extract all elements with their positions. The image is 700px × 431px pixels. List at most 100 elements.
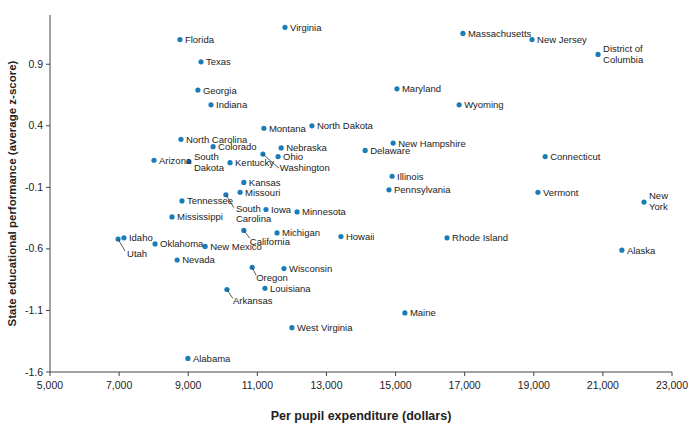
point xyxy=(179,198,184,203)
point xyxy=(641,200,646,205)
point xyxy=(151,158,156,163)
point-label: Rhode Island xyxy=(452,232,508,243)
point xyxy=(211,144,216,149)
leader-line xyxy=(118,239,125,251)
x-tick xyxy=(119,372,120,376)
point xyxy=(175,257,180,262)
point-label: Colorado xyxy=(218,141,257,152)
point xyxy=(178,137,183,142)
x-tick-label: 15,000 xyxy=(379,379,411,391)
point xyxy=(619,248,624,253)
point-label: Alabama xyxy=(193,353,231,364)
point-label: Howaii xyxy=(346,231,375,242)
point xyxy=(444,235,449,240)
point-label: North Dakota xyxy=(317,120,374,131)
y-tick xyxy=(46,310,50,311)
y-tick xyxy=(46,248,50,249)
x-tick-label: 13,000 xyxy=(310,379,342,391)
y-tick xyxy=(46,372,50,373)
point-label: New Jersey xyxy=(537,34,587,45)
x-tick xyxy=(602,372,603,376)
y-tick-label: 0.9 xyxy=(28,58,43,70)
point-label: Pennsylvania xyxy=(394,184,451,195)
point xyxy=(543,154,548,159)
y-axis-title: State educational performance (average z… xyxy=(6,60,18,326)
point-label: Mississippi xyxy=(177,211,223,222)
point xyxy=(195,87,200,92)
point-label: Washington xyxy=(280,162,330,173)
y-tick-label: -1.1 xyxy=(25,304,43,316)
point xyxy=(263,207,268,212)
point-label: Wyoming xyxy=(464,99,504,110)
point xyxy=(386,187,391,192)
x-tick-label: 7,000 xyxy=(106,379,132,391)
point-label: Illinois xyxy=(397,171,424,182)
point-label: Arizona xyxy=(159,155,192,166)
point xyxy=(152,241,157,246)
point xyxy=(185,356,190,361)
point-label: Utah xyxy=(127,248,147,259)
point xyxy=(198,59,203,64)
x-tick-label: 23,000 xyxy=(656,379,688,391)
point-label: SouthDakota xyxy=(194,151,225,173)
point xyxy=(394,86,399,91)
x-tick xyxy=(672,372,673,376)
point xyxy=(279,145,284,150)
point xyxy=(275,154,280,159)
x-tick xyxy=(50,372,51,376)
point xyxy=(457,102,462,107)
point-label: Indiana xyxy=(216,99,248,110)
point-label: Massachusetts xyxy=(468,28,532,39)
point-label: Idaho xyxy=(129,232,153,243)
point-label: Florida xyxy=(185,34,215,45)
point-label: Tennessee xyxy=(187,195,233,206)
point xyxy=(402,310,407,315)
x-tick-label: 19,000 xyxy=(518,379,550,391)
point-label: Oklahoma xyxy=(160,238,204,249)
point-label: Alaska xyxy=(627,245,656,256)
points xyxy=(115,25,646,361)
point xyxy=(241,180,246,185)
x-tick-label: 5,000 xyxy=(37,379,63,391)
point-label: Louisiana xyxy=(270,283,311,294)
x-tick xyxy=(395,372,396,376)
chart: 5,000 7,000 9,000 11,000 13,000 15,000 17,000 1… xyxy=(0,0,700,431)
point xyxy=(121,235,126,240)
y-tick-label: -1.6 xyxy=(25,366,43,378)
point-label: Virginia xyxy=(290,22,322,33)
point xyxy=(177,37,182,42)
point xyxy=(289,325,294,330)
point-label: West Virginia xyxy=(297,322,353,333)
x-axis-line xyxy=(50,372,672,373)
point-label: Michigan xyxy=(282,227,320,238)
y-tick xyxy=(46,125,50,126)
point xyxy=(363,148,368,153)
point-label: Nevada xyxy=(182,254,215,265)
point-label: Ohio xyxy=(283,151,303,162)
point xyxy=(261,126,266,131)
point xyxy=(338,234,343,239)
point-label: Connecticut xyxy=(550,151,601,162)
leader-line xyxy=(226,195,234,208)
point-label: Arkansas xyxy=(233,295,273,306)
point xyxy=(294,209,299,214)
point-label: SouthCarolina xyxy=(236,203,272,225)
point-label: NewYork xyxy=(649,190,668,212)
point xyxy=(274,230,279,235)
point xyxy=(227,160,232,165)
point-label: Iowa xyxy=(271,204,292,215)
x-tick-label: 9,000 xyxy=(175,379,201,391)
point xyxy=(281,266,286,271)
x-tick-label: 11,000 xyxy=(242,379,273,391)
point-label: District ofColumbia xyxy=(603,43,644,65)
point-label: Montana xyxy=(269,123,307,134)
x-tick xyxy=(326,372,327,376)
point xyxy=(460,31,465,36)
point-label: Minnesota xyxy=(302,206,347,217)
leader-line xyxy=(263,154,279,168)
point-label: Oregon xyxy=(256,272,288,283)
point xyxy=(535,190,540,195)
y-axis-line xyxy=(50,15,51,372)
point xyxy=(208,102,213,107)
x-tick-label: 17,000 xyxy=(449,379,481,391)
